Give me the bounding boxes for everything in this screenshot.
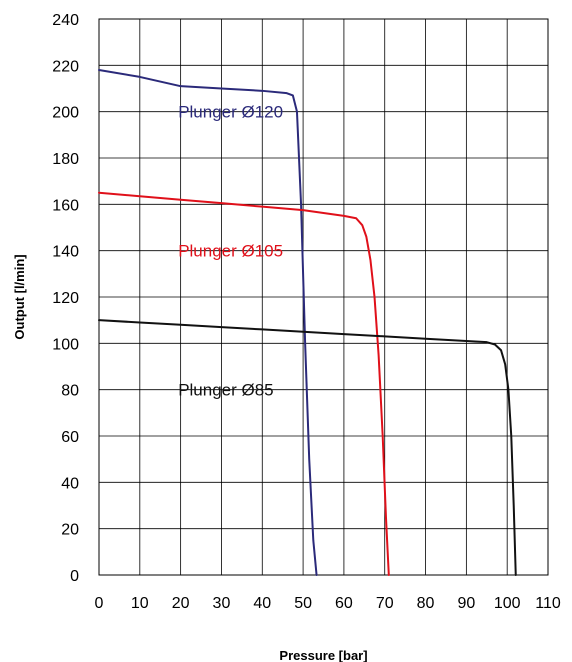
x-axis-ticks: 0 10 20 30 40 50 60 70 80 90 100 110 — [95, 595, 561, 612]
series-labels: Plunger Ø120 Plunger Ø105 Plunger Ø85 — [178, 103, 283, 400]
y-tick-label: 60 — [61, 429, 79, 446]
series-label-3: Plunger Ø85 — [178, 381, 273, 400]
y-tick-label: 20 — [61, 522, 79, 539]
y-tick-label: 120 — [52, 290, 79, 307]
x-tick-label: 70 — [376, 595, 394, 612]
y-tick-label: 100 — [52, 336, 79, 353]
x-tick-label: 110 — [535, 595, 561, 612]
y-tick-label: 0 — [70, 568, 79, 585]
x-tick-label: 20 — [172, 595, 190, 612]
series-layer — [98, 68, 517, 576]
y-tick-label: 200 — [52, 105, 79, 122]
x-tick-label: 30 — [213, 595, 231, 612]
y-tick-label: 80 — [61, 383, 79, 400]
x-tick-label: 90 — [457, 595, 475, 612]
y-tick-label: 240 — [52, 12, 79, 29]
x-tick-label: 80 — [417, 595, 435, 612]
x-tick-label: 50 — [294, 595, 312, 612]
y-axis-title: Output [l/min] — [12, 254, 27, 339]
y-tick-label: 220 — [52, 58, 79, 75]
y-tick-label: 140 — [52, 244, 79, 261]
series-line-3 — [98, 319, 517, 576]
series-label-1: Plunger Ø120 — [178, 103, 283, 122]
x-tick-label: 0 — [95, 595, 104, 612]
series-line-2 — [98, 191, 390, 576]
series-label-2: Plunger Ø105 — [178, 242, 283, 261]
x-tick-label: 10 — [131, 595, 149, 612]
y-tick-label: 160 — [52, 197, 79, 214]
series-line-1 — [98, 68, 318, 576]
y-tick-label: 180 — [52, 151, 79, 168]
x-tick-label: 100 — [494, 595, 521, 612]
x-tick-label: 60 — [335, 595, 353, 612]
y-tick-label: 40 — [61, 475, 79, 492]
plot-frame — [98, 18, 549, 576]
x-axis-title: Pressure [bar] — [279, 648, 367, 662]
grid — [98, 18, 549, 576]
x-tick-label: 40 — [253, 595, 271, 612]
y-axis-ticks: 0 20 40 60 80 100 120 140 160 180 200 220 240 — [52, 12, 79, 585]
